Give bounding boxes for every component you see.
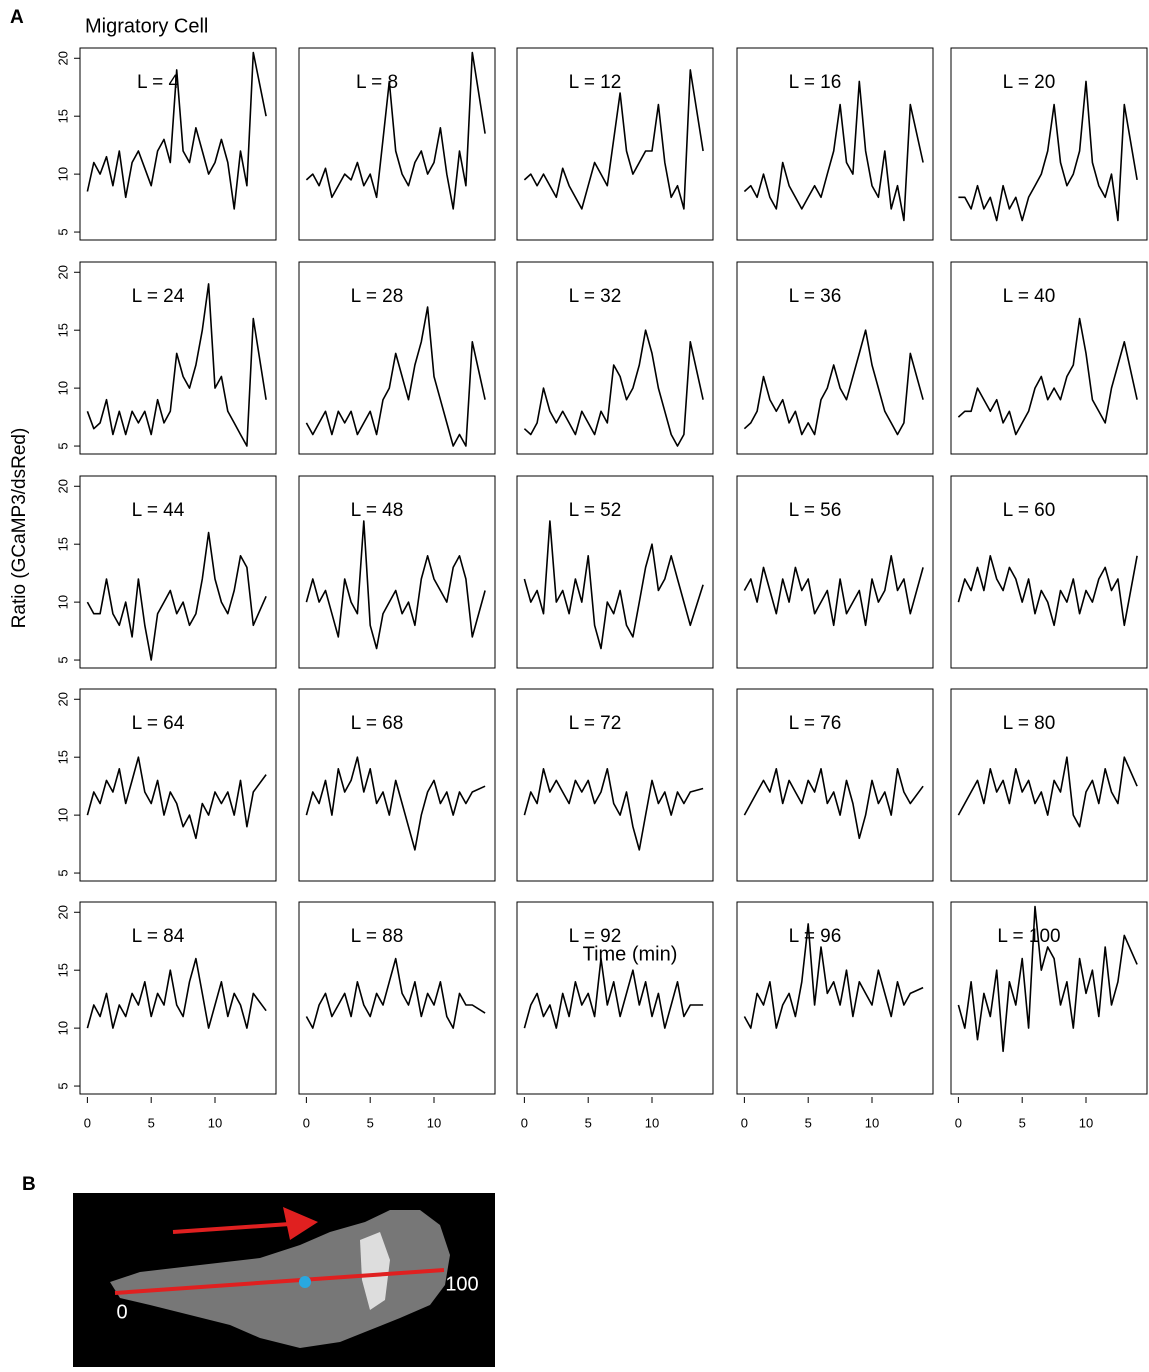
series-line xyxy=(306,521,485,649)
y-tick-label: 20 xyxy=(55,692,70,706)
x-tick-label: 10 xyxy=(865,1115,879,1130)
panel-label: L = 68 xyxy=(351,713,404,734)
panel-label: L = 60 xyxy=(1003,500,1056,521)
series-line xyxy=(958,81,1137,220)
panel-label: L = 72 xyxy=(569,713,622,734)
panel-label: B xyxy=(22,1174,36,1195)
panel-label: L = 8 xyxy=(356,72,398,93)
x-tick-label: 0 xyxy=(521,1115,528,1130)
y-tick-label: 15 xyxy=(55,750,70,764)
x-tick-label: 5 xyxy=(805,1115,812,1130)
series-line xyxy=(524,959,703,1029)
series-line xyxy=(306,959,485,1029)
y-tick-label: 20 xyxy=(55,51,70,65)
panel-label: A xyxy=(10,7,24,28)
panel-label: L = 16 xyxy=(789,72,842,93)
y-tick-label: 15 xyxy=(55,963,70,977)
series-line xyxy=(87,959,266,1029)
series-line xyxy=(306,307,485,446)
panel-label: L = 24 xyxy=(132,286,185,307)
panel-label: L = 56 xyxy=(789,500,842,521)
panel-label: L = 44 xyxy=(132,500,185,521)
x-tick-label: 0 xyxy=(955,1115,962,1130)
x-tick-label: 0 xyxy=(303,1115,310,1130)
line-start-label: 0 xyxy=(116,1301,127,1323)
panel-label: L = 100 xyxy=(997,926,1060,947)
series-line xyxy=(524,769,703,850)
panel-label: L = 20 xyxy=(1003,72,1056,93)
panel-label: L = 48 xyxy=(351,500,404,521)
cell-image: 0 100 xyxy=(73,1193,495,1367)
y-tick-label: 10 xyxy=(55,1021,70,1035)
series-line xyxy=(87,284,266,446)
x-tick-label: 10 xyxy=(1079,1115,1093,1130)
line-end-label: 100 xyxy=(445,1273,478,1295)
panel-label: L = 84 xyxy=(132,926,185,947)
panel-label: L = 36 xyxy=(789,286,842,307)
series-line xyxy=(524,330,703,446)
panel-label: L = 76 xyxy=(789,713,842,734)
x-tick-label: 10 xyxy=(645,1115,659,1130)
y-tick-label: 5 xyxy=(55,869,70,876)
panel-label: L = 80 xyxy=(1003,713,1056,734)
figure: A Migratory Cell Ratio (GCaMP3/dsRed) Ti… xyxy=(0,0,1149,1367)
panel-label: L = 32 xyxy=(569,286,622,307)
series-line xyxy=(524,521,703,649)
y-tick-label: 5 xyxy=(55,656,70,663)
series-line xyxy=(744,330,923,434)
series-line xyxy=(87,757,266,838)
series-line xyxy=(744,769,923,839)
x-tick-label: 5 xyxy=(367,1115,374,1130)
panel-label: L = 12 xyxy=(569,72,622,93)
x-tick-label: 5 xyxy=(1019,1115,1026,1130)
series-line xyxy=(744,81,923,220)
x-tick-label: 0 xyxy=(84,1115,91,1130)
y-axis-label: Ratio (GCaMP3/dsRed) xyxy=(9,428,30,629)
x-tick-label: 10 xyxy=(208,1115,222,1130)
x-tick-label: 5 xyxy=(585,1115,592,1130)
y-tick-label: 10 xyxy=(55,381,70,395)
y-tick-label: 15 xyxy=(55,537,70,551)
x-tick-label: 0 xyxy=(741,1115,748,1130)
panel-label: L = 64 xyxy=(132,713,185,734)
y-tick-label: 15 xyxy=(55,323,70,337)
series-line xyxy=(958,757,1137,827)
y-tick-label: 10 xyxy=(55,167,70,181)
x-tick-label: 5 xyxy=(148,1115,155,1130)
series-line xyxy=(744,556,923,626)
y-tick-label: 5 xyxy=(55,228,70,235)
panel-label: L = 52 xyxy=(569,500,622,521)
series-line xyxy=(958,319,1137,435)
series-line xyxy=(306,757,485,850)
x-tick-label: 10 xyxy=(427,1115,441,1130)
panel-label: L = 96 xyxy=(789,926,842,947)
panel-label: L = 88 xyxy=(351,926,404,947)
y-tick-label: 10 xyxy=(55,808,70,822)
y-tick-label: 20 xyxy=(55,905,70,919)
panel-label: L = 28 xyxy=(351,286,404,307)
y-tick-label: 5 xyxy=(55,1082,70,1089)
y-tick-label: 20 xyxy=(55,479,70,493)
y-tick-label: 10 xyxy=(55,595,70,609)
panel-label: L = 40 xyxy=(1003,286,1056,307)
chart-title: Migratory Cell xyxy=(85,15,208,37)
y-tick-label: 20 xyxy=(55,265,70,279)
y-tick-label: 5 xyxy=(55,442,70,449)
series-line xyxy=(87,533,266,660)
panel-label: L = 92 xyxy=(569,926,622,947)
y-tick-label: 15 xyxy=(55,109,70,123)
panel-label: L = 4 xyxy=(137,72,180,93)
series-line xyxy=(958,556,1137,626)
